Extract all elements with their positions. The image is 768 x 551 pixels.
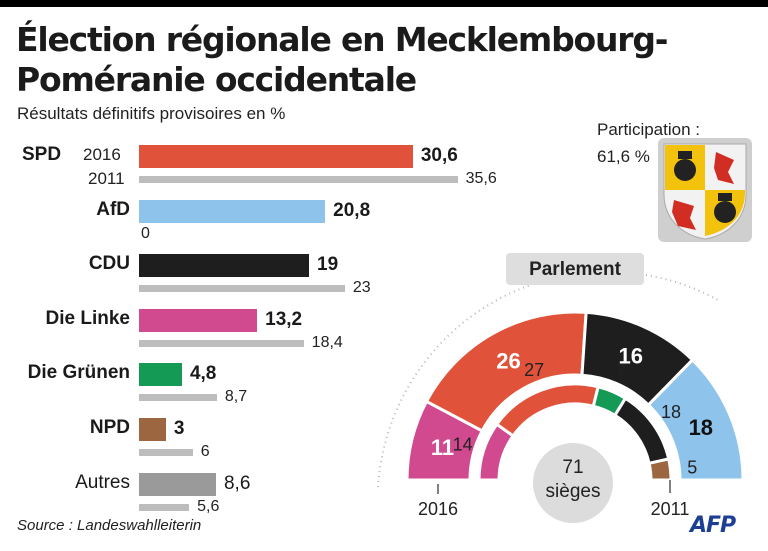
participation-value: 61,6 % <box>597 147 650 166</box>
participation-label: Participation : <box>597 120 700 139</box>
afp-logo: AFP <box>690 513 736 538</box>
title-line-2: Poméranie occidentale <box>16 60 417 99</box>
value-2011-spd: 35,6 <box>465 170 497 187</box>
seat-label-2011-npd: 5 <box>687 457 697 477</box>
parliament-title: Parlement <box>529 259 622 280</box>
seats-circle <box>533 443 613 523</box>
year-label-2016: 2016 <box>83 145 121 164</box>
year-2016-label: 2016 <box>418 499 458 519</box>
seats-total: 71 <box>562 457 583 478</box>
seat-label-2011-cdu: 18 <box>661 402 681 422</box>
participation: Participation : 61,6 % <box>597 116 700 170</box>
value-2016-die-gr-nen: 4,8 <box>189 363 217 385</box>
bar-2011-spd <box>139 176 458 183</box>
bar-2016-afd <box>139 199 326 223</box>
value-2016-die-linke: 13,2 <box>265 308 303 330</box>
bar-2016-npd <box>139 418 166 441</box>
party-label-spd: SPD <box>22 144 62 165</box>
party-label-die-gr-nen: Die Grünen <box>27 362 130 384</box>
year-label-2011: 2011 <box>88 169 125 188</box>
bar-2016-die-gr-nen <box>139 363 182 387</box>
value-2016-cdu: 19 <box>317 254 339 276</box>
party-label-npd: NPD <box>89 417 130 438</box>
seat-label-2016-afd: 18 <box>689 415 713 440</box>
chart-subtitle: Résultats définitifs provisoires en % <box>17 104 286 123</box>
source-note: Source : Landeswahlleiterin <box>17 517 202 534</box>
value-2011-cdu: 23 <box>352 279 371 297</box>
seat-segment-2011-npd <box>647 457 673 482</box>
seat-label-2016-cdu: 16 <box>618 343 642 368</box>
party-label-autres: Autres <box>75 471 130 493</box>
value-2016-npd: 3 <box>173 418 185 439</box>
value-2016-afd: 20,8 <box>333 199 371 221</box>
value-2016-spd: 30,6 <box>420 145 458 166</box>
bar-2011-autres <box>139 503 190 511</box>
ring-2016: 11 26 16 18 <box>405 310 745 482</box>
year-2011-label: 2011 <box>651 499 690 519</box>
chart-title: Élection régionale en Mecklembourg- Pomé… <box>16 20 716 100</box>
value-2011-autres: 5,6 <box>197 497 220 515</box>
value-2011-die-linke: 18,4 <box>311 333 343 351</box>
top-bar <box>0 0 768 7</box>
seat-label-2016-die-linke: 11 <box>431 435 454 460</box>
seat-label-2011-die-gr-nen: 7 <box>616 362 626 382</box>
value-2011-npd: 6 <box>200 443 210 460</box>
hemicycle-outline <box>377 270 719 488</box>
bar-2016-die-linke <box>139 308 258 332</box>
ring-2011: 14 27 7 18 5 <box>453 360 697 482</box>
parliament-title-box <box>506 253 644 285</box>
value-2011-die-gr-nen: 8,7 <box>224 388 248 406</box>
bar-2016-autres <box>139 472 216 496</box>
seat-label-2016-spd: 26 <box>496 349 520 374</box>
title-line-1: Élection régionale en Mecklembourg- <box>16 20 668 59</box>
party-label-die-linke: Die Linke <box>45 307 130 329</box>
bar-2011-die-gr-nen <box>139 394 217 402</box>
party-label-afd: AfD <box>96 198 130 220</box>
value-2011-afd: 0 <box>141 224 150 242</box>
party-label-cdu: CDU <box>88 253 130 275</box>
bar-2011-cdu <box>139 285 345 293</box>
value-2016-autres: 8,6 <box>223 472 251 494</box>
seat-segment-2016-afd <box>646 357 745 482</box>
bar-2016-spd <box>139 145 413 168</box>
seats-unit: sièges <box>546 481 601 502</box>
bar-2011-npd <box>139 449 193 456</box>
bar-2011-die-linke <box>139 339 304 347</box>
bar-2016-cdu <box>139 254 310 278</box>
seat-label-2011-die-linke: 14 <box>453 435 473 455</box>
seat-label-2011-spd: 27 <box>524 360 544 380</box>
coat-of-arms-icon <box>658 138 752 242</box>
